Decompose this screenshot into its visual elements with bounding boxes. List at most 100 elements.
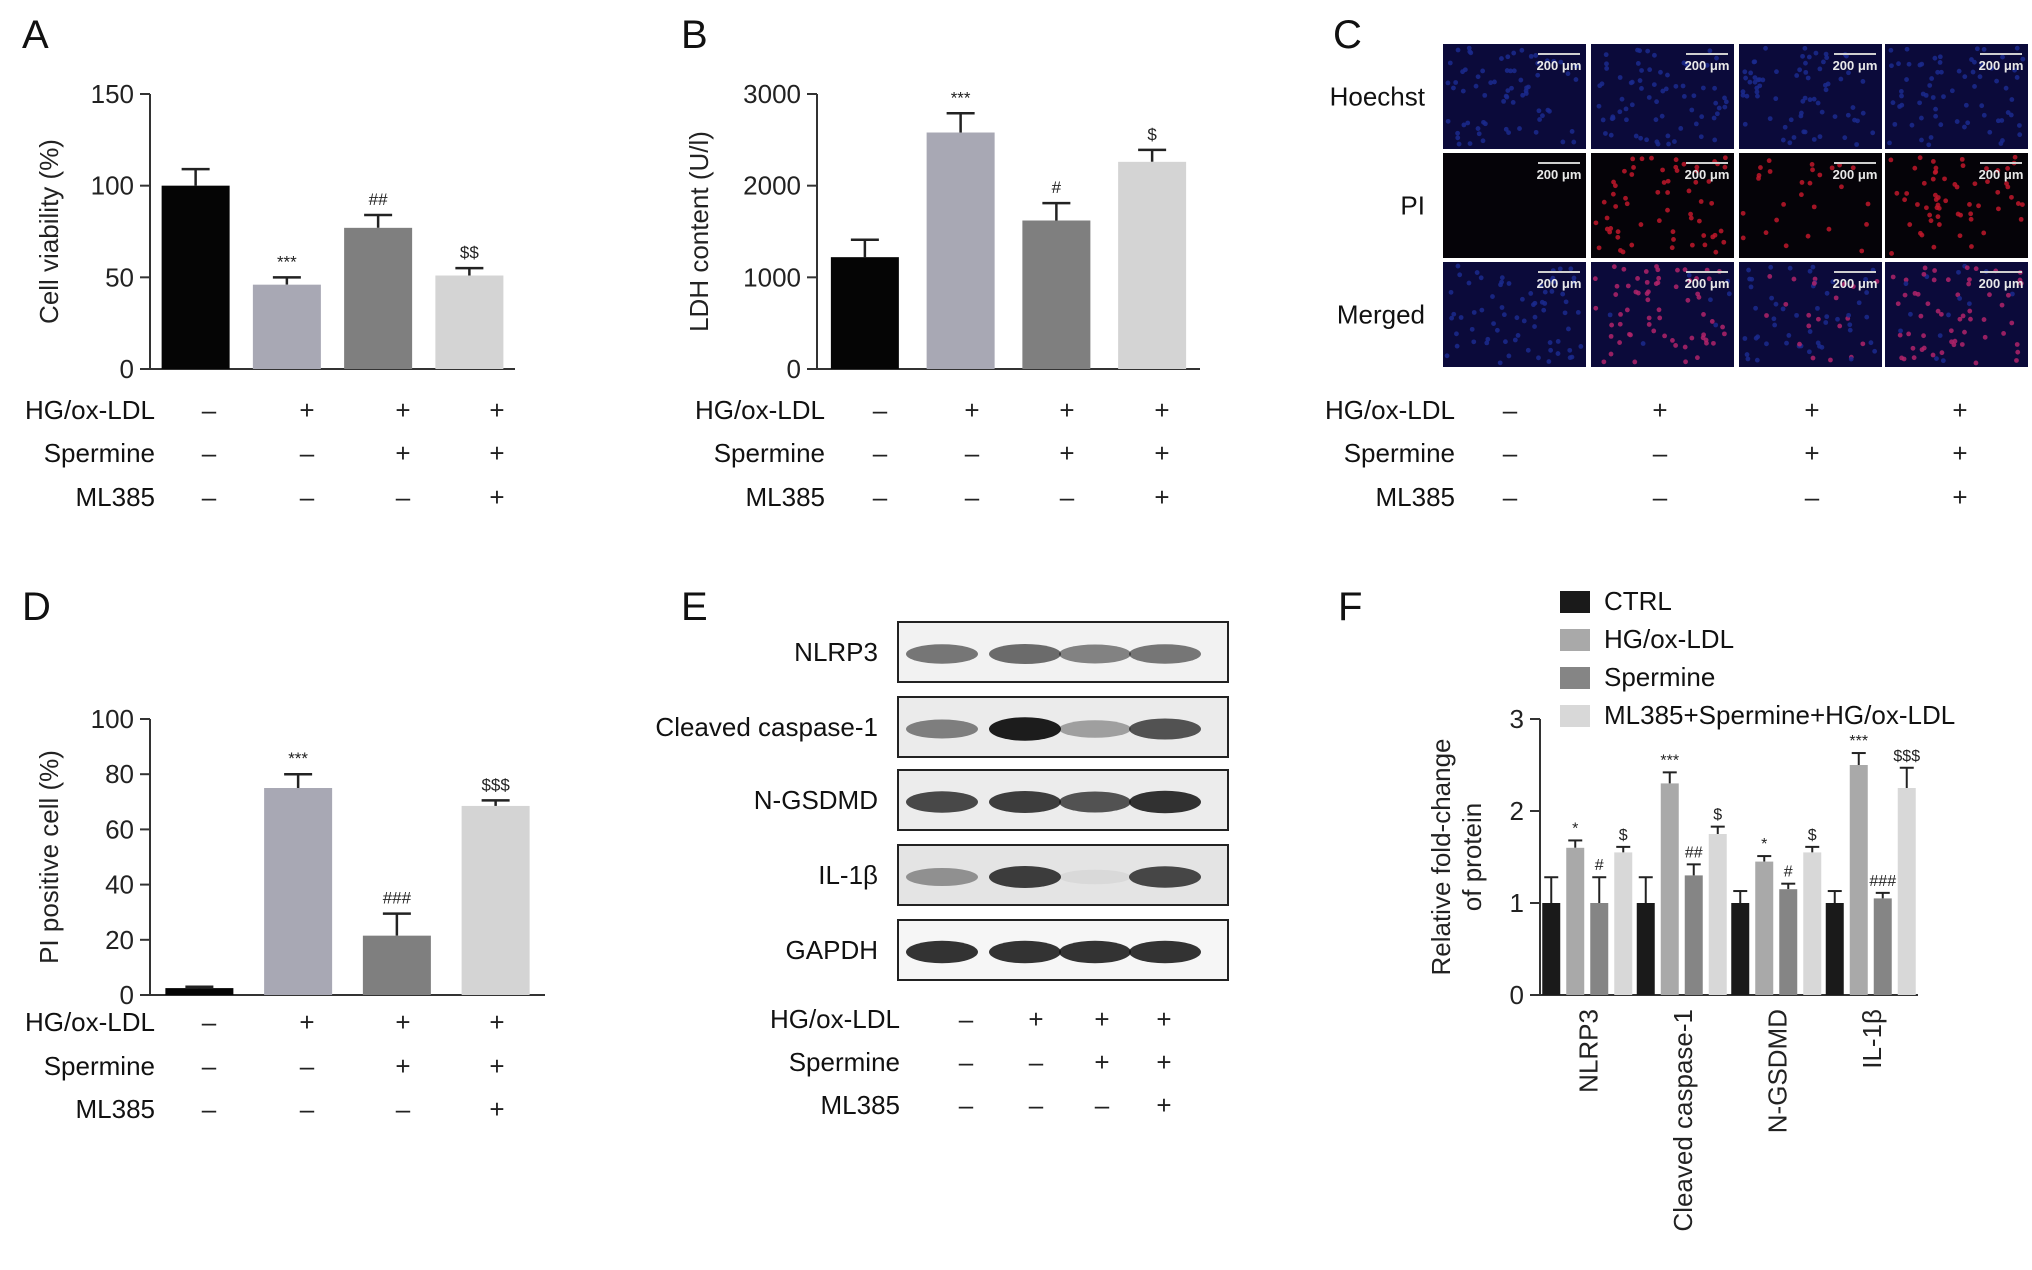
cell-dot xyxy=(2005,110,2011,115)
cell-dot xyxy=(1671,237,1676,242)
y-axis-label: Cell viability (%) xyxy=(34,139,64,324)
cell-dot xyxy=(1813,50,1819,56)
cell-dot xyxy=(1902,292,1908,298)
cell-dot xyxy=(1800,53,1805,59)
cell-dot xyxy=(1932,268,1938,273)
cell-dot xyxy=(1499,275,1505,281)
cell-dot xyxy=(1965,120,1971,126)
cell-dot xyxy=(2009,194,2014,200)
cell-dot xyxy=(1637,78,1643,83)
cell-dot xyxy=(1904,191,1910,196)
cell-dot xyxy=(1619,96,1625,102)
cell-dot xyxy=(1624,201,1630,207)
cell-dot xyxy=(1943,198,1949,204)
bar xyxy=(1660,783,1679,995)
cell-dot xyxy=(2012,67,2018,73)
significance-label: ### xyxy=(1869,873,1896,890)
cell-dot xyxy=(1491,321,1496,327)
cell-dot xyxy=(1911,355,1917,361)
cell-dot xyxy=(1907,222,1913,227)
cell-dot xyxy=(1981,112,1987,118)
treatment-sign: + xyxy=(395,1051,410,1081)
cell-dot xyxy=(1466,280,1472,286)
cell-dot xyxy=(1515,333,1521,338)
cell-dot xyxy=(1807,329,1813,334)
cell-dot xyxy=(1817,134,1823,140)
cell-dot xyxy=(1830,279,1836,285)
cell-dot xyxy=(1972,84,1977,89)
scale-bar-label: 200 μm xyxy=(1979,276,2024,291)
treatment-sign: + xyxy=(489,1094,504,1124)
cell-dot xyxy=(1819,344,1825,350)
cell-dot xyxy=(1653,117,1659,123)
cell-dot xyxy=(1613,292,1619,297)
cell-dot xyxy=(1722,331,1727,337)
cell-dot xyxy=(1754,89,1760,95)
cell-dot xyxy=(1666,141,1671,147)
cell-dot xyxy=(1766,158,1772,164)
treatment-sign: + xyxy=(489,482,504,512)
cell-dot xyxy=(1937,333,1943,339)
panel-letter-a: A xyxy=(22,13,49,57)
cell-dot xyxy=(1910,345,1916,351)
cell-dot xyxy=(1558,59,1564,65)
cell-dot xyxy=(1706,179,1712,184)
cell-dot xyxy=(1573,77,1579,82)
cell-dot xyxy=(1798,113,1804,119)
cell-dot xyxy=(1767,169,1773,174)
treatment-row-label: Spermine xyxy=(714,438,825,468)
cell-dot xyxy=(1981,47,1987,52)
cell-dot xyxy=(1532,324,1537,329)
cell-dot xyxy=(1560,139,1566,145)
cell-dot xyxy=(1938,69,1944,75)
cell-dot xyxy=(1824,55,1830,61)
cell-dot xyxy=(1897,104,1902,109)
cell-dot xyxy=(1709,200,1715,206)
cell-dot xyxy=(1755,93,1760,99)
cell-dot xyxy=(1847,327,1853,333)
microscopy-image xyxy=(1885,153,2028,258)
cell-dot xyxy=(1937,60,1943,65)
cell-dot xyxy=(1566,326,1571,332)
cell-dot xyxy=(1904,46,1910,52)
cell-dot xyxy=(1474,270,1480,275)
cell-dot xyxy=(1740,92,1746,98)
blot-band xyxy=(1059,869,1131,885)
cell-dot xyxy=(1629,79,1635,85)
cell-dot xyxy=(1669,245,1675,251)
cell-dot xyxy=(1865,201,1871,207)
cell-dot xyxy=(1567,347,1573,353)
treatment-sign: + xyxy=(489,438,504,468)
cell-dot xyxy=(1846,312,1851,318)
cell-dot xyxy=(1968,216,1974,222)
cell-dot xyxy=(1902,197,1908,203)
cell-dot xyxy=(1711,340,1716,346)
cell-dot xyxy=(1940,358,1946,364)
cell-dot xyxy=(1810,167,1815,173)
significance-label: # xyxy=(1784,864,1793,881)
cell-dot xyxy=(1863,276,1869,282)
x-tick-label: NLRP3 xyxy=(1573,1009,1603,1093)
cell-dot xyxy=(1823,51,1829,57)
cell-dot xyxy=(1490,294,1495,299)
cell-dot xyxy=(1611,179,1616,185)
cell-dot xyxy=(1743,75,1748,81)
cell-dot xyxy=(1817,172,1823,178)
treatment-sign: + xyxy=(1156,1090,1171,1120)
treatment-sign: + xyxy=(489,1051,504,1081)
bar xyxy=(161,185,230,369)
cell-dot xyxy=(1903,281,1909,287)
microscopy-row-label: Hoechst xyxy=(1330,82,1426,112)
cell-dot xyxy=(1922,265,1928,271)
cell-dot xyxy=(1807,268,1813,274)
cell-dot xyxy=(1930,95,1936,100)
cell-dot xyxy=(1652,52,1657,58)
cell-dot xyxy=(1624,307,1630,313)
cell-dot xyxy=(1565,71,1571,77)
cell-dot xyxy=(1919,115,1924,121)
bar xyxy=(1684,875,1703,995)
y-tick-label: 100 xyxy=(91,704,134,734)
blot-band xyxy=(1129,866,1201,888)
cell-dot xyxy=(1803,69,1809,75)
treatment-sign: + xyxy=(1952,395,1967,425)
